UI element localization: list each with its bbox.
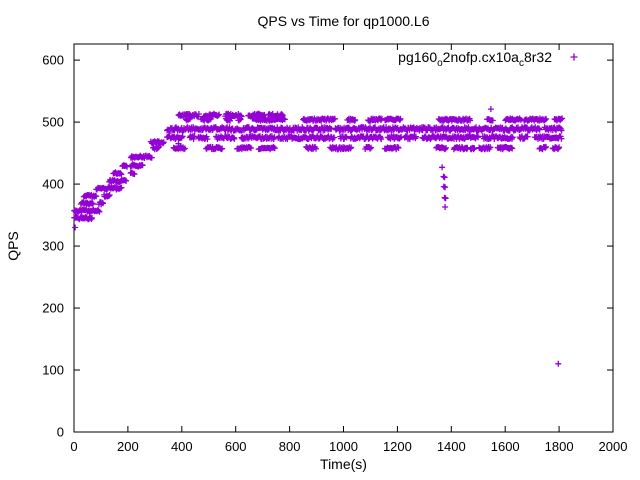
x-tick-label: 2000 [599, 439, 628, 454]
y-tick-label: 200 [42, 301, 64, 316]
x-tick-label: 1400 [437, 439, 466, 454]
y-tick-label: 0 [57, 425, 64, 440]
legend-label-subscript: o [437, 58, 443, 69]
y-tick-label: 500 [42, 115, 64, 130]
x-axis-ticks [73, 44, 614, 432]
x-tick-label: 1600 [491, 439, 520, 454]
scatter-series-markers [71, 106, 566, 367]
y-tick-label: 600 [42, 53, 64, 68]
x-tick-label: 1800 [545, 439, 574, 454]
legend: pg160o2nofp.cx10ac8r32 [398, 49, 552, 69]
legend-label-text: pg160 [398, 49, 438, 65]
legend-label-text: 8r32 [523, 49, 552, 65]
x-axis-label: Time(s) [320, 456, 367, 472]
x-tick-label: 600 [225, 439, 247, 454]
y-tick-label: 300 [42, 239, 64, 254]
x-tick-label: 400 [171, 439, 193, 454]
x-tick-labels: 0 200 400 600 800 1000 1200 1400 1600 1800 2000 [70, 439, 627, 454]
y-tick-label: 100 [42, 363, 64, 378]
legend-label-text: 2nofp.cx10a [442, 49, 519, 65]
x-tick-label: 800 [279, 439, 301, 454]
y-tick-label: 400 [42, 177, 64, 192]
x-tick-label: 1200 [383, 439, 412, 454]
legend-label-subscript: c [518, 58, 524, 69]
y-tick-labels: 0 100 200 300 400 500 600 [42, 53, 64, 440]
legend-series-label: pg160o2nofp.cx10ac8r32 [398, 49, 552, 69]
chart-title: QPS vs Time for qp1000.L6 [257, 13, 430, 29]
x-tick-label: 200 [117, 439, 139, 454]
y-axis-ticks [74, 59, 613, 433]
x-tick-label: 0 [70, 439, 77, 454]
legend-sample-plus-icon [570, 53, 578, 61]
plot-border [73, 43, 614, 433]
x-tick-label: 1000 [329, 439, 358, 454]
